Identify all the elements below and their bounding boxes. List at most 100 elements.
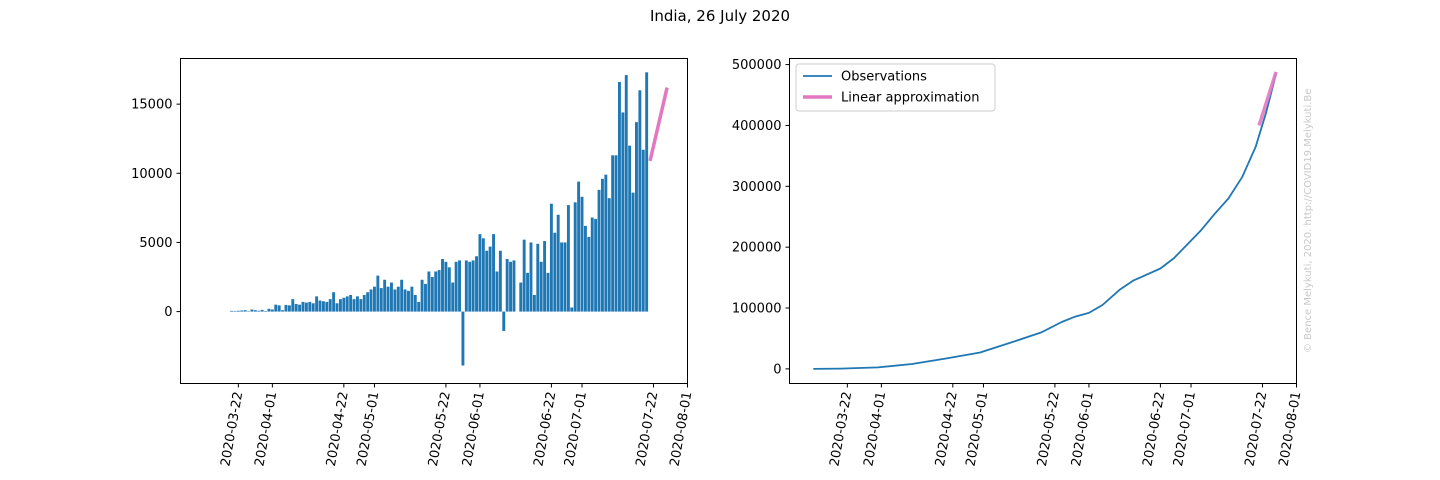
bar (294, 303, 298, 312)
bar (526, 272, 530, 312)
bar (546, 272, 550, 312)
figure-title: India, 26 July 2020 (650, 7, 790, 25)
bar (342, 297, 346, 312)
bar (498, 250, 502, 312)
bar (243, 310, 247, 312)
linear-approximation-line (648, 87, 669, 162)
bar (352, 299, 356, 312)
bar (253, 310, 257, 312)
bar (464, 260, 468, 312)
bar (250, 309, 254, 312)
right-x-tick-label: 2020-05-22 (1035, 391, 1063, 468)
bar (617, 82, 621, 312)
bar (594, 218, 598, 312)
bar (461, 311, 465, 366)
bar (424, 283, 427, 312)
right-x-tick-label: 2020-06-22 (1140, 391, 1168, 468)
left-x-tick-label: 2020-03-22 (218, 391, 246, 468)
bar (488, 246, 492, 312)
bar (257, 310, 261, 312)
bar (631, 192, 635, 312)
bar (301, 301, 305, 312)
linear-approximation-line (1257, 71, 1278, 126)
right-x-tick-label: 2020-04-22 (933, 391, 961, 468)
bar (281, 310, 285, 312)
right-x-tick-label: 2020-08-01 (1277, 391, 1305, 468)
bar (376, 275, 380, 312)
bar (413, 294, 417, 312)
bar (597, 189, 601, 312)
bar (298, 304, 302, 312)
left-x-tick-label: 2020-06-22 (531, 391, 559, 468)
bar (373, 286, 376, 312)
bar (359, 299, 363, 312)
bar (570, 307, 574, 312)
bar (566, 205, 570, 312)
bar (543, 241, 547, 312)
bar (318, 300, 322, 312)
bar (379, 288, 383, 312)
legend-box (795, 63, 996, 112)
left-x-tick-label: 2020-05-01 (354, 391, 382, 468)
right-y-tick-label: 200000 (732, 241, 782, 256)
bar (512, 260, 516, 312)
bar (304, 302, 308, 312)
bar (236, 310, 240, 312)
bar (549, 203, 553, 312)
bar (481, 238, 485, 312)
bar (560, 242, 564, 312)
bar (539, 261, 543, 312)
bar (407, 290, 410, 312)
bar (621, 112, 625, 312)
bar (600, 178, 604, 312)
bar (577, 181, 581, 312)
bar (260, 309, 264, 312)
bar (628, 145, 632, 312)
left-x-tick-label: 2020-07-22 (634, 391, 662, 468)
right-x-tick-label: 2020-07-22 (1243, 391, 1271, 468)
right-plot-area (813, 71, 1278, 370)
bar (274, 304, 278, 312)
bar (495, 271, 499, 312)
bar (321, 301, 325, 312)
bar (386, 286, 390, 312)
bar (607, 198, 611, 312)
right-y-axis: 0 100000 200000 300000 400000 500000 (732, 58, 790, 377)
bar (509, 261, 513, 312)
bar (475, 256, 478, 312)
right-y-tick-label: 400000 (732, 119, 782, 134)
bar (532, 294, 536, 312)
bar (427, 271, 431, 312)
bar (471, 260, 475, 312)
bar (468, 261, 472, 312)
bar (315, 296, 319, 312)
left-y-tick-label: 10000 (131, 167, 172, 182)
bar (240, 310, 244, 312)
bar (447, 267, 451, 312)
bar (645, 72, 649, 312)
bar (230, 310, 233, 312)
bar (478, 234, 482, 312)
bar (583, 225, 587, 312)
bar (529, 242, 533, 312)
bar (393, 289, 397, 312)
bar (604, 174, 608, 312)
bar (366, 292, 370, 312)
right-y-tick-label: 500000 (732, 58, 782, 73)
bar (338, 299, 342, 312)
left-x-tick-label: 2020-04-22 (324, 391, 352, 468)
left-x-tick-label: 2020-08-01 (668, 391, 696, 468)
left-y-tick-label: 5000 (139, 236, 172, 251)
bar (505, 259, 509, 312)
left-x-tick-label: 2020-04-01 (252, 391, 280, 468)
watermark-text: © Bence Melykuti, 2020. http://COVID19.M… (1303, 89, 1314, 353)
bar (587, 236, 591, 312)
bar (590, 217, 594, 312)
right-x-tick-label: 2020-05-01 (963, 391, 991, 468)
bar (335, 303, 339, 312)
bar (291, 299, 295, 312)
right-axes-frame (789, 58, 1297, 384)
bar (400, 279, 404, 312)
right-y-tick-label: 300000 (732, 180, 782, 195)
bar (430, 277, 434, 312)
